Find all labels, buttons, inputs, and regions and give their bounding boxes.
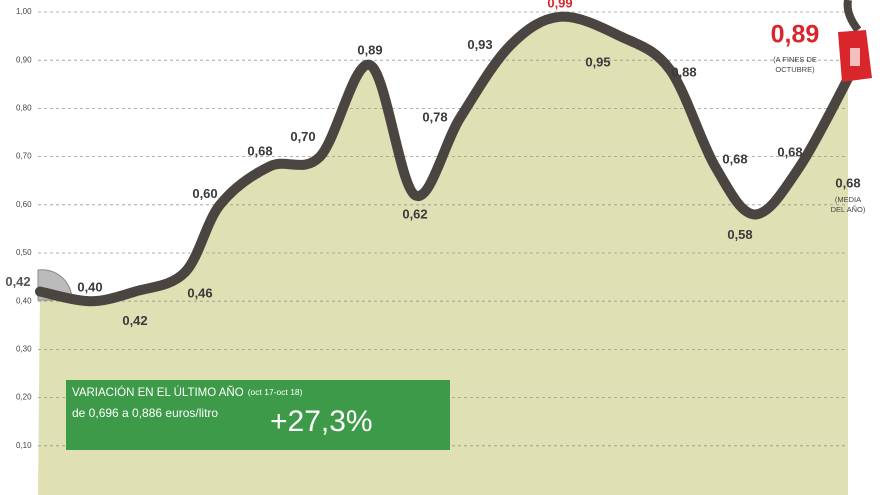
y-tick-label: 0,60 — [16, 200, 32, 209]
value-label: 0,62 — [402, 207, 427, 222]
y-tick-label: 1,00 — [16, 7, 32, 16]
value-label: 0,40 — [77, 280, 102, 295]
y-tick-label: 0,10 — [16, 441, 32, 450]
value-label: 0,42 — [122, 313, 147, 328]
value-label: 0,89 — [771, 21, 820, 49]
y-tick-label: 0,40 — [16, 296, 32, 305]
y-tick-label: 0,30 — [16, 345, 32, 354]
area — [38, 16, 855, 495]
y-tick-label: 0,50 — [16, 248, 32, 257]
value-label: 0,88 — [671, 64, 696, 79]
y-tick-label: 0,70 — [16, 152, 32, 161]
value-label: 0,70 — [290, 129, 315, 144]
y-tick-label: 0,80 — [16, 104, 32, 113]
box-text: de 0,696 a 0,886 euros/litro — [72, 406, 218, 420]
value-label: 0,60 — [192, 186, 217, 201]
line — [35, 11, 860, 307]
y-tick-label: 0,90 — [16, 55, 32, 64]
value-label: 0,68 — [247, 144, 272, 159]
box-change: +27,3% — [270, 405, 373, 438]
value-label: 0,68 — [722, 152, 747, 167]
average-label: 0,68 — [835, 175, 860, 190]
value-label: 0,89 — [357, 42, 382, 57]
box-title-text: VARIACIÓN EN EL ÚLTIMO AÑO — [72, 386, 244, 399]
value-label: 0,46 — [187, 286, 212, 301]
end-note: (A FINES DE — [773, 55, 817, 64]
y-tick-label: 0,20 — [16, 393, 32, 402]
value-label: 0,58 — [727, 227, 752, 242]
value-label: 0,95 — [585, 55, 610, 70]
value-label: 0,42 — [5, 274, 30, 289]
average-note: DEL AÑO) — [831, 205, 866, 214]
value-label: 0,93 — [467, 37, 492, 52]
value-label: 0,99 — [547, 0, 572, 10]
value-label: 0,78 — [422, 109, 447, 124]
end-note: OCTUBRE) — [775, 65, 815, 74]
average-note: (MEDIA — [835, 195, 861, 204]
value-label: 0,68 — [777, 145, 802, 160]
box-period: (oct 17-oct 18) — [248, 387, 303, 397]
box-bg — [66, 380, 450, 450]
fuel-pump-icon — [838, 0, 872, 82]
variation-box: VARIACIÓN EN EL ÚLTIMO AÑO (oct 17-oct 18… — [66, 380, 450, 450]
box-title: VARIACIÓN EN EL ÚLTIMO AÑO (oct 17-oct 18… — [72, 386, 303, 399]
